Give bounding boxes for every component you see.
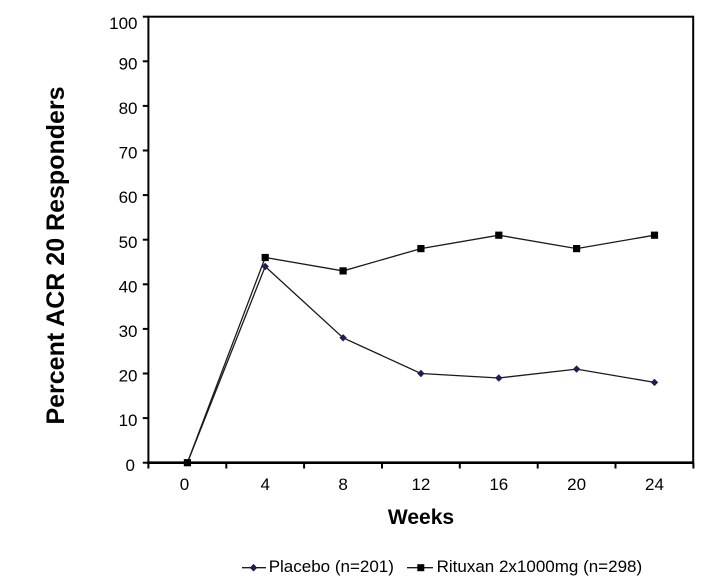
svg-text:60: 60 [119, 188, 138, 207]
svg-text:0: 0 [180, 475, 189, 494]
svg-text:20: 20 [567, 475, 586, 494]
svg-text:12: 12 [411, 475, 430, 494]
svg-text:90: 90 [119, 54, 138, 73]
svg-text:8: 8 [338, 475, 347, 494]
svg-text:70: 70 [119, 144, 138, 163]
svg-text:40: 40 [119, 277, 138, 296]
svg-text:4: 4 [260, 475, 269, 494]
svg-text:Percent ACR 20 Responders: Percent ACR 20 Responders [42, 86, 70, 424]
svg-text:Placebo (n=201): Placebo (n=201) [269, 557, 394, 576]
svg-text:30: 30 [119, 322, 138, 341]
svg-text:80: 80 [119, 99, 138, 118]
svg-text:10: 10 [119, 411, 138, 430]
svg-text:20: 20 [119, 367, 138, 386]
svg-text:16: 16 [489, 475, 508, 494]
svg-text:Weeks: Weeks [388, 506, 454, 529]
svg-text:0: 0 [126, 456, 135, 475]
svg-text:Rituxan 2x1000mg (n=298): Rituxan 2x1000mg (n=298) [437, 557, 643, 576]
svg-text:50: 50 [119, 233, 138, 252]
svg-text:24: 24 [645, 475, 664, 494]
svg-text:100: 100 [109, 14, 137, 33]
